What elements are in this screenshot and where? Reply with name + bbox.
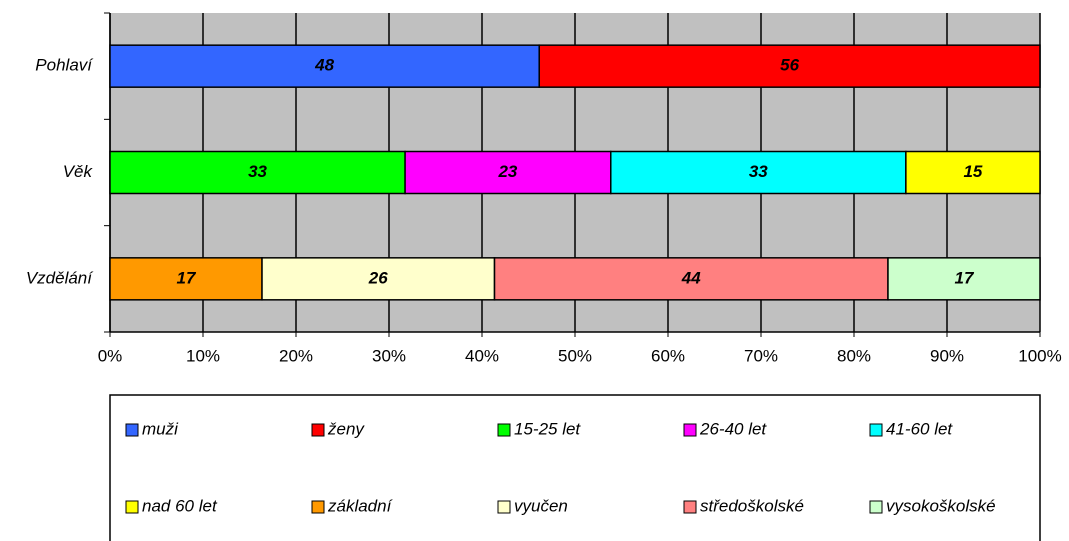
x-tick-label: 60% bbox=[651, 346, 685, 365]
legend-label: vysokoškolské bbox=[886, 496, 996, 515]
x-tick-label: 30% bbox=[372, 346, 406, 365]
x-tick-label: 20% bbox=[279, 346, 313, 365]
data-label: 33 bbox=[749, 162, 768, 181]
bar-segment bbox=[109, 150, 406, 195]
y-tick-label: Vzdělání bbox=[26, 268, 94, 287]
legend-label: 41-60 let bbox=[886, 419, 953, 438]
bar-segment bbox=[493, 257, 889, 301]
bar-segment bbox=[610, 150, 907, 195]
x-tick-label: 70% bbox=[744, 346, 778, 365]
bar-segment bbox=[261, 257, 496, 301]
y-tick-label: Věk bbox=[63, 162, 94, 181]
legend-label: 15-25 let bbox=[514, 419, 581, 438]
x-tick-label: 0% bbox=[98, 346, 123, 365]
legend-label: nad 60 let bbox=[142, 496, 218, 515]
legend-swatch bbox=[311, 423, 325, 437]
bar-segment bbox=[538, 44, 1041, 88]
legend-swatch bbox=[683, 500, 697, 514]
x-tick-label: 50% bbox=[558, 346, 592, 365]
legend-label: ženy bbox=[327, 419, 365, 438]
legend-label: základní bbox=[327, 496, 394, 515]
y-tick-label: Pohlaví bbox=[35, 56, 94, 75]
legend-swatch bbox=[497, 500, 511, 514]
bar-segment bbox=[109, 44, 540, 88]
data-label: 15 bbox=[963, 162, 982, 181]
data-label: 44 bbox=[681, 268, 701, 287]
legend-label: vyučen bbox=[514, 496, 568, 515]
data-label: 26 bbox=[368, 268, 388, 287]
x-tick-label: 40% bbox=[465, 346, 499, 365]
legend-label: středoškolské bbox=[700, 496, 804, 515]
legend-swatch bbox=[869, 423, 883, 437]
x-tick-label: 10% bbox=[186, 346, 220, 365]
x-tick-label: 90% bbox=[930, 346, 964, 365]
legend-swatch bbox=[869, 500, 883, 514]
x-tick-label: 80% bbox=[837, 346, 871, 365]
legend-swatch bbox=[683, 423, 697, 437]
legend-swatch bbox=[125, 500, 139, 514]
legend-swatch bbox=[497, 423, 511, 437]
data-label: 17 bbox=[955, 268, 975, 287]
data-label: 56 bbox=[780, 56, 799, 75]
legend-swatch bbox=[125, 423, 139, 437]
legend-swatch bbox=[311, 500, 325, 514]
bar-segment bbox=[109, 257, 263, 301]
data-label: 17 bbox=[177, 268, 197, 287]
legend-box bbox=[109, 394, 1041, 541]
legend-label: 26-40 let bbox=[699, 419, 767, 438]
bar-segment bbox=[905, 150, 1041, 195]
data-label: 33 bbox=[248, 162, 267, 181]
legend-label: muži bbox=[142, 419, 179, 438]
data-label: 23 bbox=[497, 162, 517, 181]
bar-segment bbox=[887, 257, 1041, 301]
data-label: 48 bbox=[314, 56, 334, 75]
x-tick-label: 100% bbox=[1018, 346, 1061, 365]
